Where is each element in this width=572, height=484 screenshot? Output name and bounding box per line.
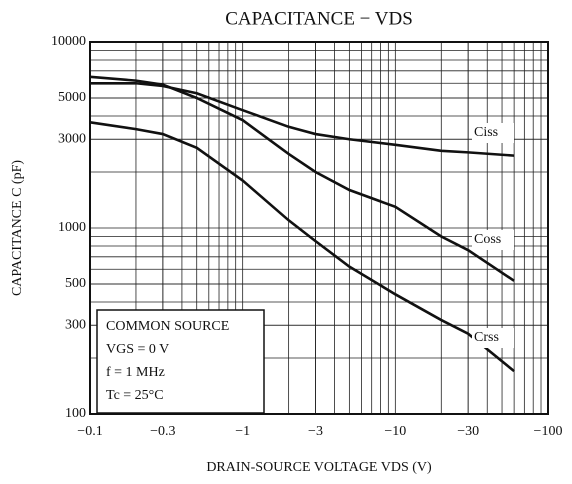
annotation-text: Tc = 25°C <box>106 388 164 403</box>
series-label: Coss <box>474 232 501 247</box>
x-axis-label: DRAIN-SOURCE VOLTAGE VDS (V) <box>206 460 432 475</box>
series-label: Ciss <box>474 125 498 140</box>
chart-title: CAPACITANCE − VDS <box>225 8 413 29</box>
series-label-bg <box>472 123 514 143</box>
y-tick-label: 500 <box>65 276 86 291</box>
annotation-box <box>96 309 265 414</box>
y-tick-label: 3000 <box>58 131 86 146</box>
annotation-text: COMMON SOURCE <box>106 319 229 334</box>
x-tick-label: −100 <box>534 424 563 439</box>
annotation-text: VGS = 0 V <box>106 342 169 357</box>
x-tick-label: −0.3 <box>150 424 175 439</box>
y-tick-label: 100 <box>65 406 86 421</box>
x-tick-label: −30 <box>457 424 479 439</box>
series-line <box>89 121 515 373</box>
y-tick-label: 300 <box>65 317 86 332</box>
y-tick-label: 5000 <box>58 90 86 105</box>
x-tick-label: −1 <box>235 424 250 439</box>
x-tick-label: −10 <box>384 424 406 439</box>
series-line <box>90 81 515 157</box>
x-tick-label: −3 <box>308 424 323 439</box>
y-tick-label: 1000 <box>58 220 86 235</box>
series-line <box>89 75 515 282</box>
y-axis-label: CAPACITANCE C (pF) <box>10 160 25 296</box>
series-label: Crss <box>474 330 499 345</box>
x-tick-label: −0.1 <box>77 424 102 439</box>
y-tick-label: 10000 <box>51 34 86 49</box>
series-label-bg <box>472 230 514 250</box>
plot-frame <box>89 41 549 415</box>
annotation-text: f = 1 MHz <box>106 365 165 380</box>
series-label-bg <box>472 328 514 348</box>
